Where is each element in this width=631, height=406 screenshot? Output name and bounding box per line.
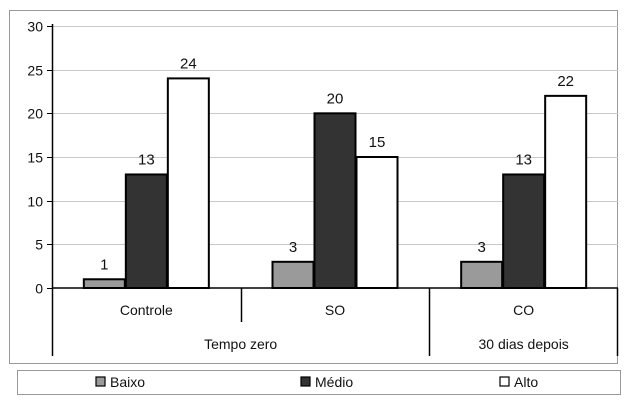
legend-swatch: [95, 376, 106, 387]
y-tick-label: 10: [27, 194, 43, 210]
y-tick-label: 30: [27, 19, 43, 35]
y-tick-label: 15: [27, 150, 43, 166]
bar-alto: [166, 77, 210, 290]
legend-label: Médio: [315, 374, 353, 390]
data-label: 22: [557, 73, 574, 90]
bar-baixo: [271, 260, 315, 289]
category-label: Controle: [120, 302, 173, 318]
bar-m-dio: [124, 173, 168, 289]
group-label: 30 dias depois: [479, 336, 569, 352]
data-label: 24: [180, 55, 197, 72]
data-label: 15: [369, 134, 386, 151]
legend-swatch: [300, 376, 311, 387]
category-labels: Controle SO CO Tempo zero 30 dias depois: [51, 288, 619, 356]
data-labels: 1 13 24 3 20 15 3 13 22: [100, 55, 574, 273]
bar-baixo: [82, 278, 126, 289]
bar-alto: [544, 94, 588, 289]
bar-m-dio: [502, 173, 546, 289]
data-label: 1: [100, 256, 108, 273]
data-label: 13: [515, 151, 532, 168]
legend-box: [17, 370, 621, 395]
bar-m-dio: [313, 112, 357, 290]
bar-alto: [355, 156, 399, 289]
y-tick-label: 20: [27, 106, 43, 122]
data-label: 3: [477, 239, 485, 256]
legend-label: Baixo: [110, 374, 145, 390]
bar-baixo: [460, 260, 504, 289]
data-label: 3: [289, 239, 297, 256]
y-tick-label: 25: [27, 63, 43, 79]
legend: Baixo Médio Alto: [17, 370, 621, 395]
axes: [51, 24, 618, 289]
data-label: 13: [138, 151, 155, 168]
data-label: 20: [327, 90, 344, 107]
legend-label: Alto: [514, 374, 538, 390]
chart-border: [9, 10, 618, 364]
category-label: SO: [325, 302, 345, 318]
legend-swatch: [499, 376, 510, 387]
bars: [82, 77, 588, 290]
y-tick-label: 0: [35, 281, 43, 297]
y-tick-label: 5: [35, 237, 43, 253]
category-label: CO: [513, 302, 534, 318]
y-axis-ticks: 0 5 10 15 20 25 30: [27, 19, 52, 297]
group-label: Tempo zero: [204, 336, 277, 352]
